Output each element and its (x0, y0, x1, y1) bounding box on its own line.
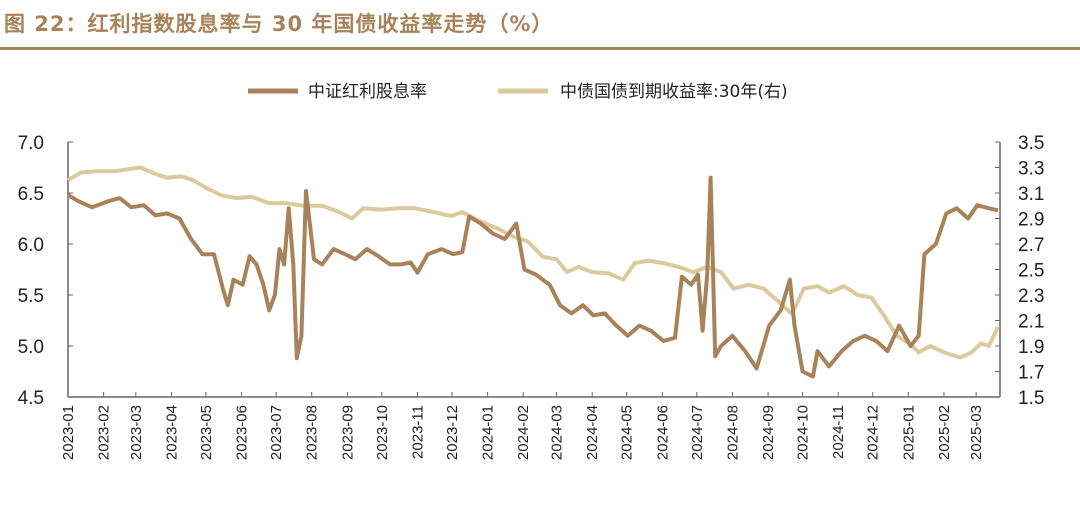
left-tick-label: 7.0 (18, 133, 44, 154)
x-tick-label: 2024-12 (865, 405, 882, 460)
right-tick-label: 2.7 (1018, 235, 1044, 256)
x-tick-label: 2024-09 (760, 405, 777, 460)
right-tick-label: 2.5 (1018, 261, 1044, 282)
x-tick-label: 2023-10 (374, 405, 391, 460)
axes: 4.5 5.0 5.5 6.0 6.5 7.0 1.5 1.7 1.9 2.1 2.3 2.5 2.7 2… (18, 133, 1045, 460)
left-tick-label: 6.0 (18, 235, 44, 256)
x-tick-label: 2024-01 (480, 405, 497, 460)
right-tick-label: 1.7 (1018, 363, 1044, 384)
right-tick-label: 1.5 (1018, 388, 1044, 409)
left-tick-label: 5.5 (18, 286, 44, 307)
right-tick-label: 2.1 (1018, 312, 1044, 333)
x-tick-label: 2023-02 (96, 405, 113, 460)
x-tick-label: 2024-03 (549, 405, 566, 460)
series-line-dividend-yield (66, 175, 999, 379)
x-tick-label: 2025-03 (968, 405, 985, 460)
x-tick-label: 2023-01 (60, 405, 77, 460)
right-tick-label: 3.1 (1018, 184, 1044, 205)
title-divider (0, 47, 1080, 50)
x-tick-label: 2023-12 (444, 405, 461, 460)
x-tick-label: 2024-04 (584, 405, 601, 460)
x-tick-label: 2024-02 (515, 405, 532, 460)
x-tick-label: 2024-07 (689, 405, 706, 460)
x-tick-label: 2023-09 (339, 405, 356, 460)
x-tick-label: 2023-04 (163, 405, 180, 460)
x-tick-label: 2023-03 (128, 405, 145, 460)
right-tick-label: 2.3 (1018, 286, 1044, 307)
x-tick-label: 2024-06 (654, 405, 671, 460)
x-tick-label: 2025-02 (936, 405, 953, 460)
right-tick-label: 3.3 (1018, 159, 1044, 180)
series-lines (66, 165, 1000, 379)
series-line-bond-yield (66, 165, 1000, 360)
left-tick-label: 4.5 (18, 388, 44, 409)
legend: 中证红利股息率 中债国债到期收益率:30年(右) (248, 82, 788, 102)
x-tick-label: 2023-07 (268, 405, 285, 460)
x-tick-label: 2023-06 (234, 405, 251, 460)
x-tick-label: 2024-10 (795, 405, 812, 460)
legend-label-dividend: 中证红利股息率 (308, 82, 427, 102)
x-tick-label: 2025-01 (900, 405, 917, 460)
x-tick-label: 2024-11 (830, 405, 847, 459)
right-tick-label: 2.9 (1018, 210, 1044, 231)
chart-title: 图 22：红利指数股息率与 30 年国债收益率走势（%） (4, 12, 554, 36)
left-tick-label: 5.0 (18, 337, 44, 358)
x-tick-label: 2023-11 (409, 405, 426, 459)
legend-label-bond: 中债国债到期收益率:30年(右) (560, 82, 788, 102)
x-tick-label: 2023-08 (304, 405, 321, 460)
right-tick-label: 3.5 (1018, 133, 1044, 154)
x-tick-label: 2024-05 (619, 405, 636, 460)
left-tick-label: 6.5 (18, 184, 44, 205)
x-tick-label: 2024-08 (724, 405, 741, 460)
x-tick-label: 2023-05 (198, 405, 215, 460)
right-tick-label: 1.9 (1018, 337, 1044, 358)
